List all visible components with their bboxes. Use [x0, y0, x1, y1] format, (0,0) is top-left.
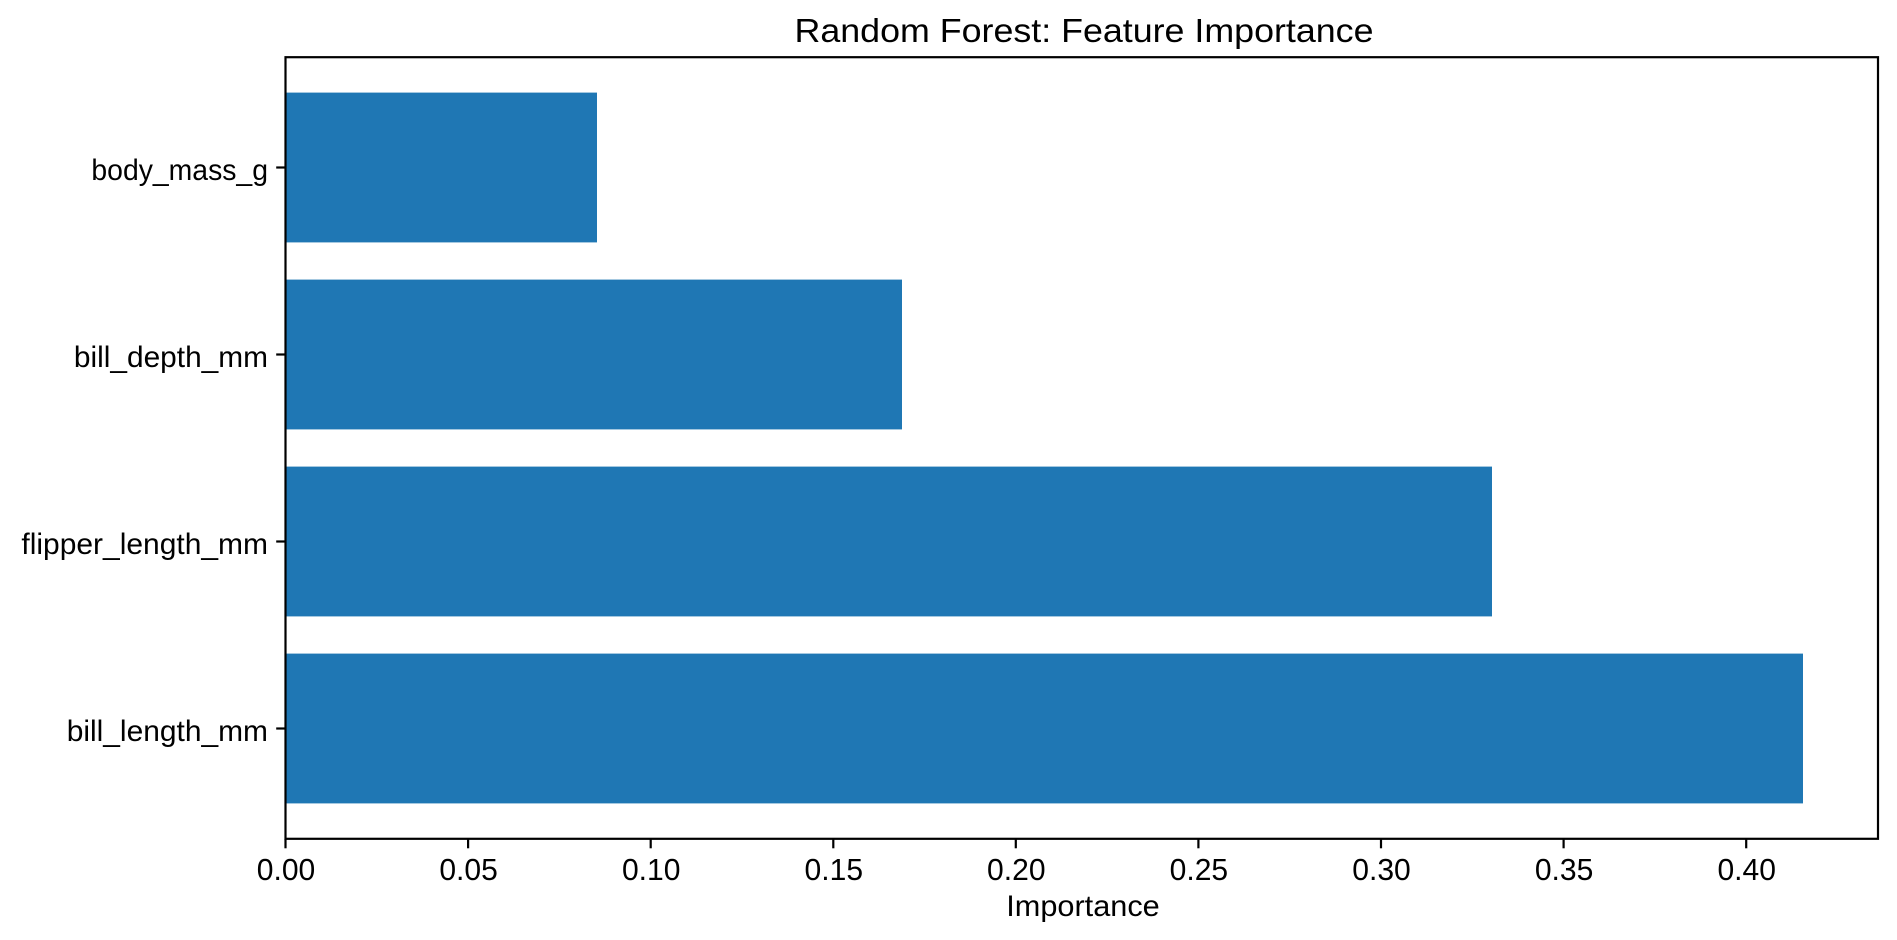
svg-text:0.15: 0.15: [805, 852, 864, 887]
svg-text:0.35: 0.35: [1535, 852, 1594, 887]
svg-text:bill_length_mm: bill_length_mm: [67, 715, 268, 748]
svg-text:0.00: 0.00: [257, 852, 316, 887]
svg-text:0.20: 0.20: [987, 852, 1046, 887]
svg-text:0.30: 0.30: [1352, 852, 1411, 887]
svg-text:0.10: 0.10: [622, 852, 681, 887]
svg-text:Importance: Importance: [1006, 890, 1160, 923]
svg-text:flipper_length_mm: flipper_length_mm: [21, 528, 268, 561]
svg-text:0.05: 0.05: [439, 852, 498, 887]
svg-text:bill_depth_mm: bill_depth_mm: [74, 341, 268, 374]
svg-text:Random Forest: Feature Importa: Random Forest: Feature Importance: [795, 12, 1374, 49]
svg-text:0.40: 0.40: [1717, 852, 1776, 887]
svg-text:body_mass_g: body_mass_g: [91, 154, 268, 187]
svg-text:0.25: 0.25: [1170, 852, 1229, 887]
